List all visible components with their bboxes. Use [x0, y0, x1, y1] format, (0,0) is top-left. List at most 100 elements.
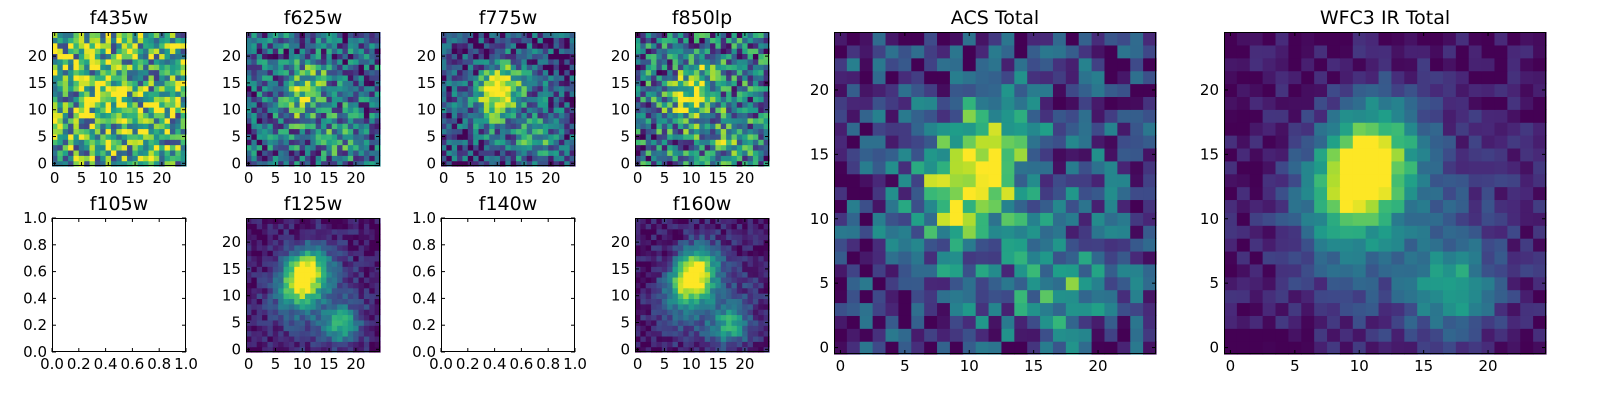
heatmap-cell	[720, 32, 727, 38]
heatmap-cell	[885, 96, 899, 110]
heatmap-cell	[446, 80, 453, 87]
heatmap-cell	[1481, 212, 1496, 226]
heatmap-cell	[1130, 57, 1144, 72]
heatmap-cell	[859, 263, 874, 278]
heatmap-cell	[715, 314, 722, 321]
heatmap-cell	[834, 186, 848, 201]
heatmap-cell	[677, 218, 684, 224]
heatmap-cell	[153, 69, 160, 76]
heatmap-cell	[645, 228, 652, 235]
heatmap-cell	[283, 128, 290, 135]
heatmap-cell	[1455, 225, 1470, 239]
heatmap-cell	[661, 223, 668, 230]
heatmap-cell	[110, 107, 117, 113]
heatmap-cell	[645, 48, 652, 55]
heatmap-cell	[758, 314, 765, 321]
heatmap-cell	[1533, 302, 1547, 316]
heatmap-cell	[1065, 238, 1080, 252]
heatmap-cell	[937, 225, 951, 239]
heatmap-cell	[451, 96, 458, 103]
heatmap-cell	[1065, 32, 1080, 46]
heatmap-cell	[1065, 122, 1080, 136]
heatmap-cell	[321, 128, 327, 135]
heatmap-cell	[331, 160, 338, 167]
heatmap-cell	[294, 314, 301, 321]
heatmap-cell	[635, 101, 641, 108]
heatmap-cell	[278, 287, 285, 294]
heatmap-cell	[1143, 96, 1157, 110]
heatmap-cell	[278, 112, 285, 119]
heatmap-cell	[885, 109, 899, 123]
heatmap-cell	[331, 282, 338, 289]
heatmap-cell	[358, 244, 365, 251]
heatmap-cell	[1027, 199, 1041, 213]
heatmap-cell	[1091, 315, 1106, 329]
heatmap-cell	[283, 287, 290, 294]
heatmap-cell	[153, 117, 160, 124]
heatmap-cell	[988, 147, 1003, 162]
heatmap-cell	[758, 69, 765, 76]
heatmap-cell	[720, 48, 727, 55]
heatmap-cell	[89, 85, 96, 92]
heatmap-cell	[683, 155, 690, 162]
heatmap-cell	[315, 69, 322, 76]
heatmap-cell	[310, 223, 317, 230]
heatmap-cell	[640, 133, 647, 140]
heatmap-cell	[283, 346, 290, 353]
heatmap-cell	[321, 330, 327, 337]
heatmap-cell	[321, 101, 327, 108]
heatmap-cell	[736, 53, 743, 60]
heatmap-cell	[499, 85, 506, 92]
heatmap-cell	[1301, 225, 1315, 239]
heatmap-cell	[526, 149, 533, 156]
heatmap-cell	[1339, 199, 1354, 213]
heatmap-cell	[704, 42, 711, 49]
heatmap-cell	[467, 80, 474, 87]
heatmap-cell	[299, 309, 306, 316]
heatmap-cell	[683, 139, 690, 146]
heatmap-cell	[672, 335, 679, 342]
heatmap-cell	[89, 160, 96, 167]
heatmap-cell	[736, 293, 743, 299]
heatmap-cell	[100, 74, 107, 81]
heatmap-cell	[949, 96, 964, 110]
heatmap-cell	[859, 238, 874, 252]
axes-frame-f625w	[246, 32, 380, 166]
heatmap-cell	[564, 128, 571, 135]
heatmap-cell	[315, 80, 322, 87]
heatmap-cell	[651, 276, 658, 283]
heatmap-cell	[677, 117, 684, 124]
heatmap-cell	[1091, 250, 1106, 265]
heatmap-cell	[267, 234, 274, 241]
heatmap-cell	[1391, 341, 1405, 355]
heatmap-cell	[278, 325, 285, 332]
heatmap-cell	[283, 250, 290, 257]
heatmap-cell	[353, 123, 360, 130]
heatmap-cell	[1430, 341, 1444, 355]
x-tick-label: 0.6	[120, 355, 144, 373]
heatmap-cell	[677, 276, 684, 283]
heatmap-cell	[1052, 109, 1067, 123]
heatmap-cell	[363, 149, 370, 156]
heatmap-cell	[1365, 315, 1380, 329]
heatmap-cell	[175, 32, 182, 38]
heatmap-cell	[683, 341, 690, 348]
heatmap-cell	[758, 260, 765, 267]
heatmap-cell	[462, 139, 469, 146]
heatmap-cell	[310, 144, 317, 151]
heatmap-cell	[752, 58, 759, 65]
heatmap-cell	[521, 42, 528, 49]
heatmap-cell	[363, 80, 370, 87]
heatmap-cell	[510, 128, 517, 135]
heatmap-cell	[1078, 109, 1093, 123]
heatmap-cell	[127, 69, 133, 76]
heatmap-cell	[688, 139, 695, 146]
heatmap-cell	[100, 53, 107, 60]
heatmap-cell	[661, 133, 668, 140]
heatmap-cell	[645, 341, 652, 348]
heatmap-cell	[251, 139, 258, 146]
heatmap-cell	[294, 101, 301, 108]
heatmap-cell	[153, 123, 160, 130]
heatmap-cell	[975, 315, 990, 329]
heatmap-cell	[321, 260, 327, 267]
